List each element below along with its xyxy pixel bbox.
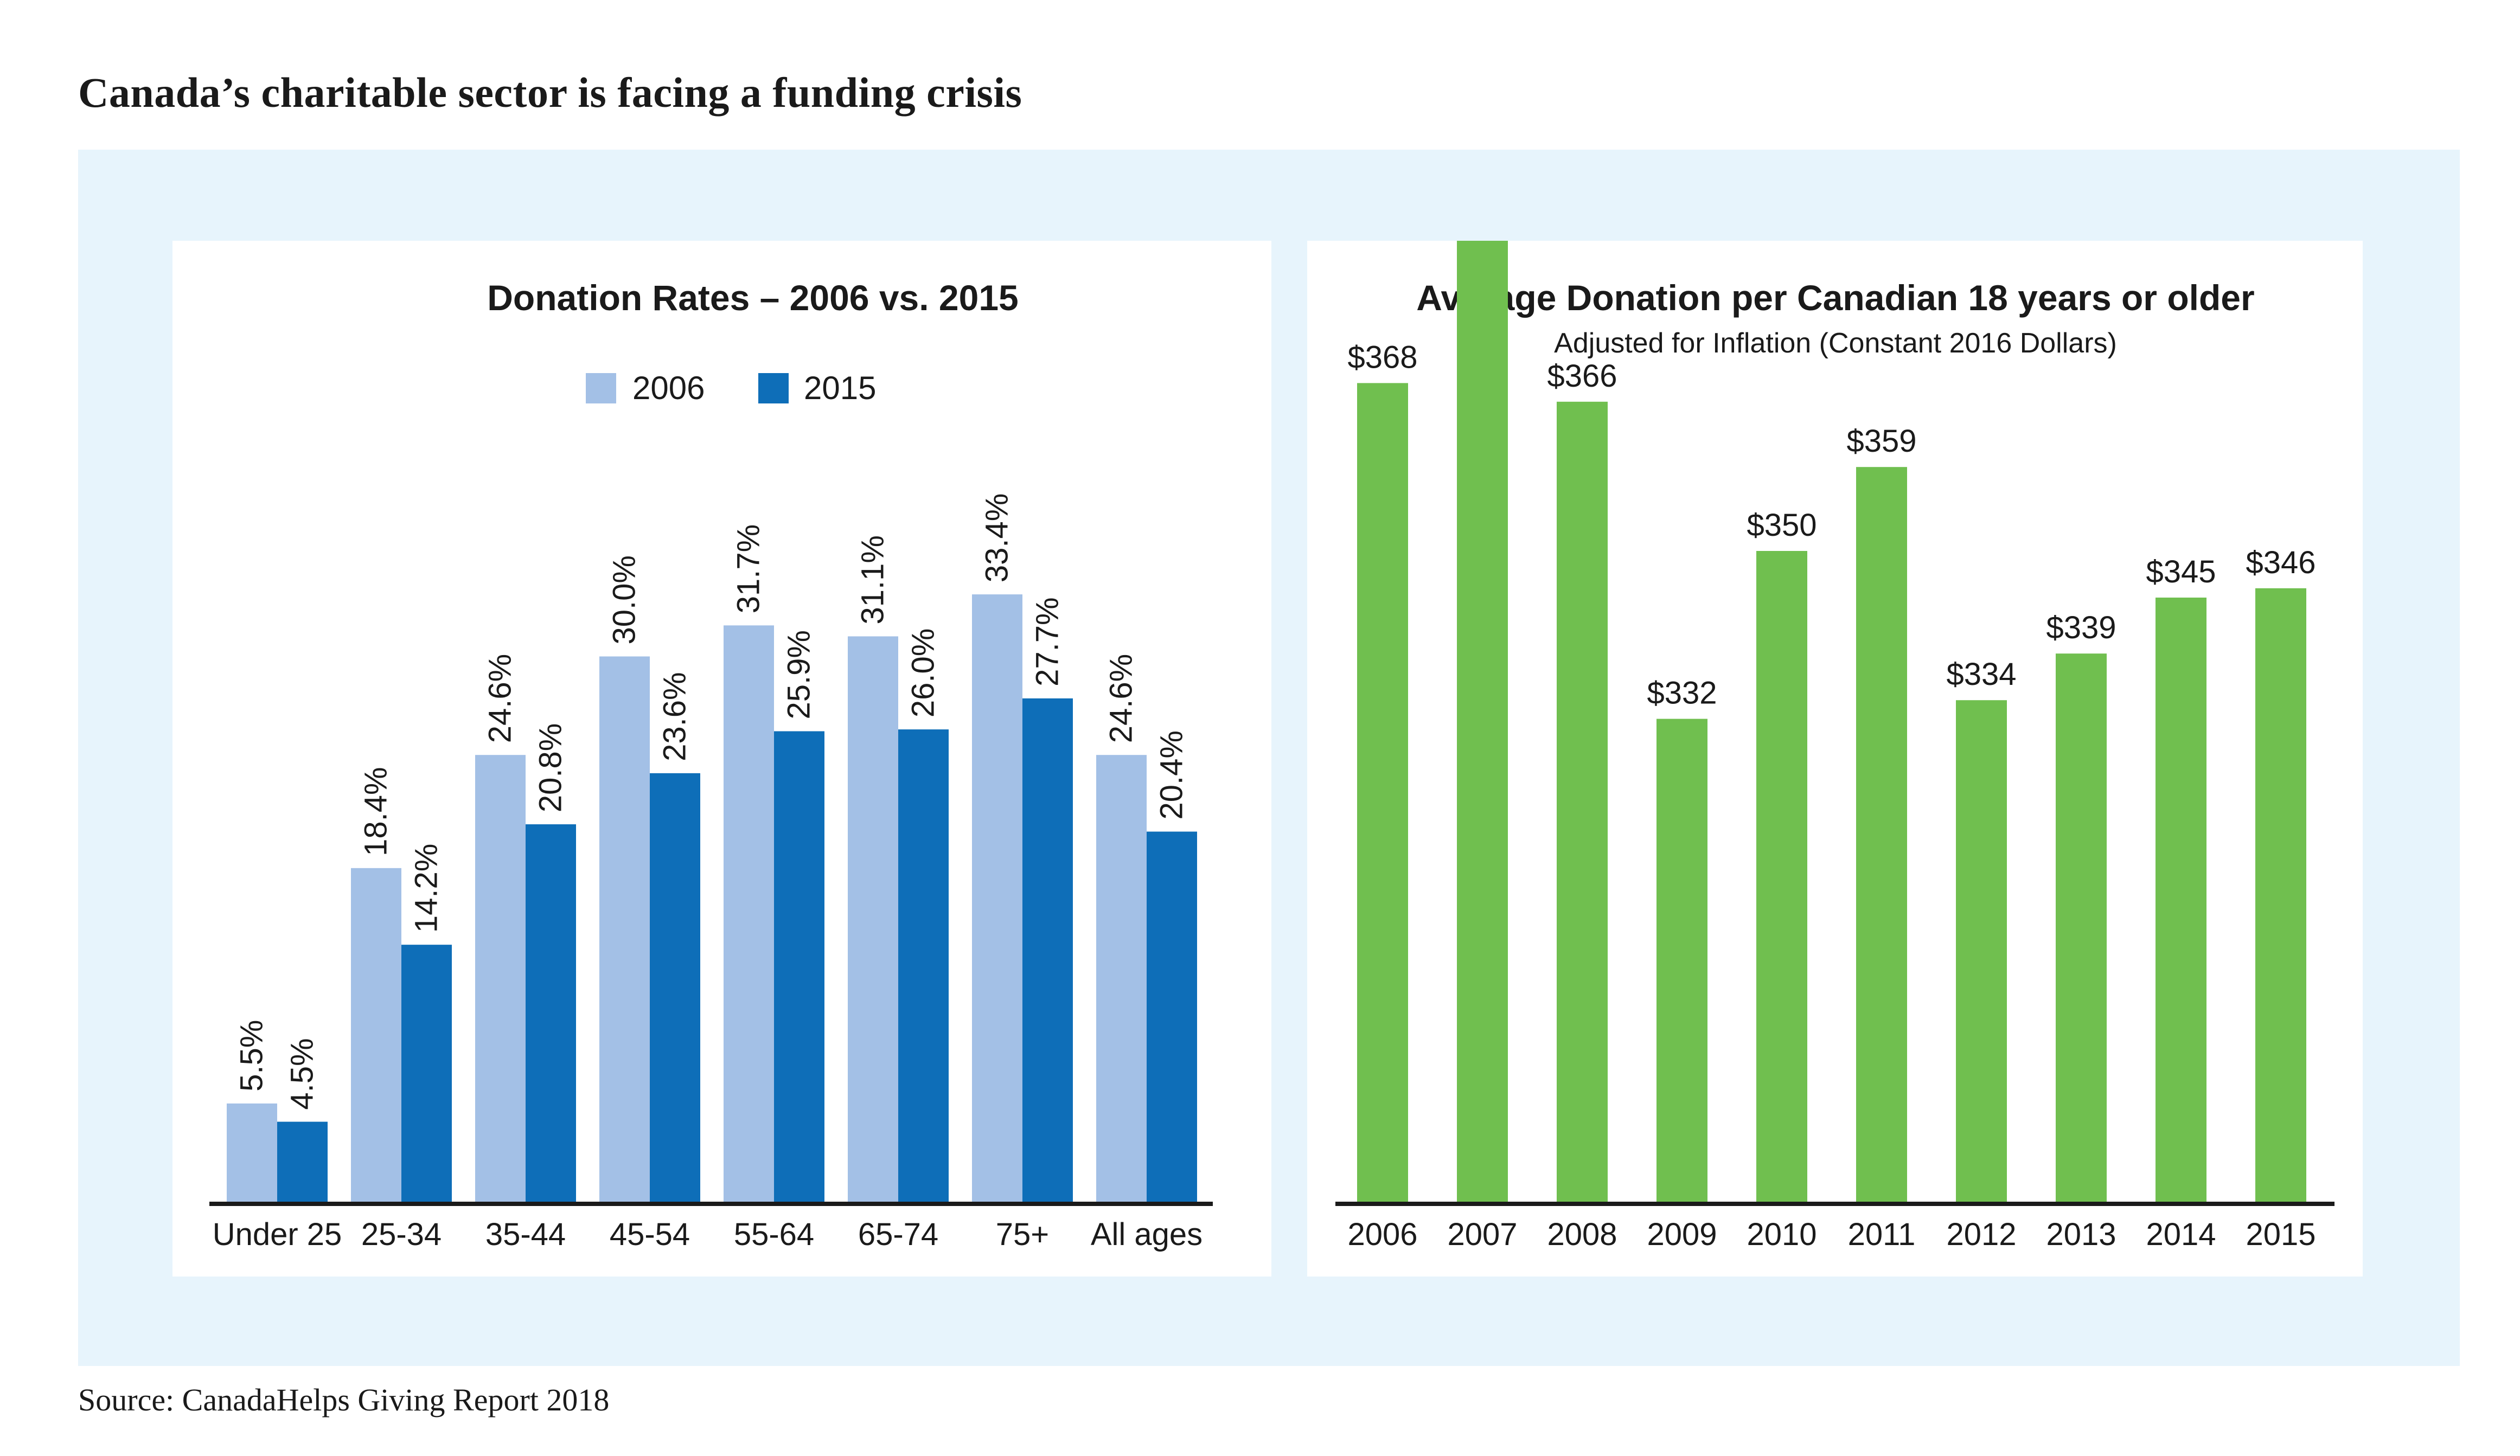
legend-swatch-2015 [758,373,789,403]
bar-2006-under-25 [227,1103,277,1204]
average-donation-subtitle: Adjusted for Inflation (Constant 2016 Do… [1554,328,2117,359]
data-label-2009: $332 [1647,676,1717,711]
donation-rates-title: Donation Rates – 2006 vs. 2015 [487,278,1019,318]
source-note: Source: CanadaHelps Giving Report 2018 [78,1382,610,1417]
data-label-2006-35-44: 24.6% [483,654,518,743]
x-tick-label-2010: 2010 [1747,1217,1817,1252]
data-label-2015-under-25: 4.5% [285,1038,320,1109]
x-tick-label-2009: 2009 [1647,1217,1717,1252]
x-tick-label-under-25: Under 25 [213,1217,342,1252]
data-label-2006-55-64: 31.7% [731,524,766,613]
bar-2015-all-ages [1147,831,1197,1204]
legend: 2006 2015 [586,370,876,406]
data-label-2015-75: 27.7% [1030,597,1065,686]
bar-2015-75 [1022,698,1073,1204]
x-tick-label-65-74: 65-74 [858,1217,938,1252]
bar-2015-65-74 [898,729,949,1204]
average-donation-card: Average Donation per Canadian 18 years o… [1307,241,2363,1277]
data-label-2015: $346 [2246,545,2316,580]
data-label-2011: $359 [1846,424,1916,459]
data-label-2006-75: 33.4% [980,493,1015,582]
data-label-2013: $339 [2046,610,2116,645]
page-title: Canada’s charitable sector is facing a f… [78,69,1022,116]
x-tick-label-35-44: 35-44 [485,1217,566,1252]
data-label-2008: $366 [1547,358,1617,394]
bar-2015-25-34 [401,945,452,1204]
x-tick-label-all-ages: All ages [1091,1217,1203,1252]
data-label-2006-25-34: 18.4% [359,767,394,856]
bar-2006 [1357,383,1408,1204]
data-label-2015-25-34: 14.2% [409,844,444,933]
data-label-2006-45-54: 30.0% [607,555,642,644]
x-tick-label-75: 75+ [996,1217,1049,1252]
bar-2015-35-44 [526,824,576,1204]
bar-2009 [1656,719,1707,1204]
bar-2006-25-34 [351,868,401,1204]
x-tick-label-2014: 2014 [2146,1217,2216,1252]
data-label-2015-all-ages: 20.4% [1154,730,1189,819]
data-label-2006: $368 [1347,339,1417,375]
data-label-2012: $334 [1946,657,2016,692]
donation-rates-card: Donation Rates – 2006 vs. 2015 2006 2015… [172,241,1271,1277]
data-label-2015-45-54: 23.6% [657,672,693,761]
x-tick-label-2015: 2015 [2246,1217,2316,1252]
x-tick-label-2012: 2012 [1946,1217,2016,1252]
x-tick-label-2008: 2008 [1547,1217,1617,1252]
x-tick-label-45-54: 45-54 [610,1217,690,1252]
data-label-2015-55-64: 25.9% [782,630,817,719]
average-donation-chart: Average Donation per Canadian 18 years o… [1335,241,2334,1252]
x-tick-label-2011: 2011 [1848,1217,1916,1252]
x-tick-label-25-34: 25-34 [361,1217,442,1252]
data-label-2006-under-25: 5.5% [234,1020,270,1092]
bar-2012 [1956,700,2007,1204]
bar-2006-35-44 [475,755,526,1204]
x-tick-label-2007: 2007 [1447,1217,1517,1252]
data-label-2015-65-74: 26.0% [906,628,941,717]
bar-2007 [1457,241,1508,1204]
data-label-2006-65-74: 31.1% [855,535,891,624]
bar-2006-75 [972,594,1022,1204]
x-tick-label-2006: 2006 [1347,1217,1417,1252]
bar-2013 [2056,653,2107,1204]
donation-rates-chart: Donation Rates – 2006 vs. 2015 2006 2015… [209,278,1213,1252]
legend-label-2006: 2006 [632,370,705,406]
legend-swatch-2006 [586,373,616,403]
bar-2006-65-74 [848,636,898,1204]
data-label-2014: $345 [2146,554,2216,589]
bar-2010 [1756,551,1807,1204]
data-label-2010: $350 [1747,508,1817,543]
bar-2006-55-64 [724,625,774,1204]
bar-2015-55-64 [774,731,824,1204]
data-label-2015-35-44: 20.8% [533,723,568,812]
bar-2011 [1856,467,1907,1204]
bar-2015-45-54 [650,773,700,1204]
x-tick-label-55-64: 55-64 [734,1217,814,1252]
x-tick-label-2013: 2013 [2046,1217,2116,1252]
bar-2014 [2156,598,2206,1204]
bar-2015-under-25 [277,1121,328,1204]
legend-label-2015: 2015 [804,370,876,406]
average-donation-title: Average Donation per Canadian 18 years o… [1416,278,2254,318]
data-label-2006-all-ages: 24.6% [1104,654,1139,743]
bar-2015 [2255,588,2306,1204]
bar-2006-all-ages [1096,755,1147,1204]
bar-2006-45-54 [599,656,650,1204]
bar-2008 [1557,401,1608,1204]
